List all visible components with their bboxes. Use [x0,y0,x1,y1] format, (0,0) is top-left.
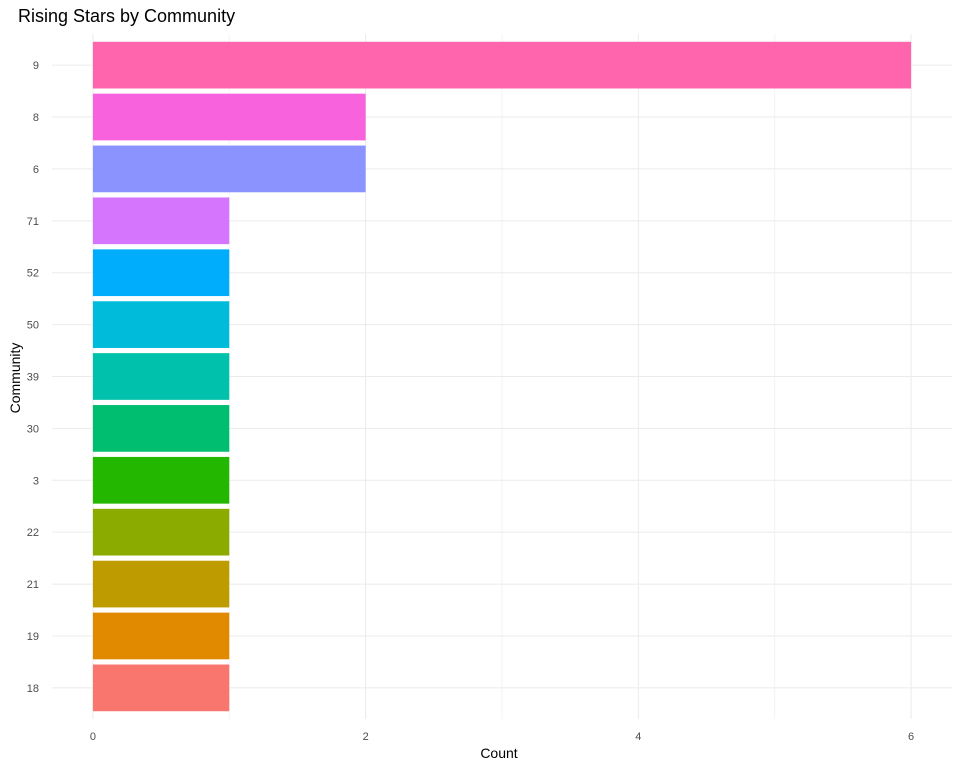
y-tick-label: 21 [27,579,39,591]
bar-community-22 [92,508,230,556]
bar-community-21 [92,560,230,608]
x-tick-label: 6 [908,731,914,743]
bar-community-39 [92,353,230,400]
y-tick-label: 3 [33,475,39,487]
y-tick-label: 71 [27,216,39,228]
y-tick-label: 8 [33,112,39,124]
y-tick-label: 50 [27,320,39,332]
chart-title: Rising Stars by Community [18,6,235,26]
bar-community-3 [92,456,230,504]
y-tick-label: 18 [27,683,39,695]
y-tick-label: 39 [27,372,39,384]
y-axis-title: Community [7,343,23,414]
x-tick-label: 2 [363,731,369,743]
bar-community-18 [92,664,230,712]
x-axis-title: Count [480,745,517,761]
x-tick-label: 0 [90,731,96,743]
x-axis-ticks: 0 2 4 6 [90,731,914,743]
bar-community-30 [92,405,230,452]
y-axis-ticks: 18 19 21 22 3 30 39 50 52 71 6 8 9 [27,60,39,695]
y-tick-label: 30 [27,423,39,435]
bar-community-71 [92,197,230,245]
y-tick-label: 22 [27,527,39,539]
x-tick-label: 4 [635,731,641,743]
bar-community-9 [92,41,912,89]
bar-community-52 [92,249,230,297]
bar-community-6 [92,145,366,193]
y-tick-label: 19 [27,631,39,643]
bar-community-19 [92,612,230,660]
y-tick-label: 9 [33,60,39,72]
y-tick-label: 52 [27,268,39,280]
bar-community-8 [92,93,366,141]
bar-community-50 [92,301,230,348]
y-tick-label: 6 [33,164,39,176]
bars [92,41,912,712]
